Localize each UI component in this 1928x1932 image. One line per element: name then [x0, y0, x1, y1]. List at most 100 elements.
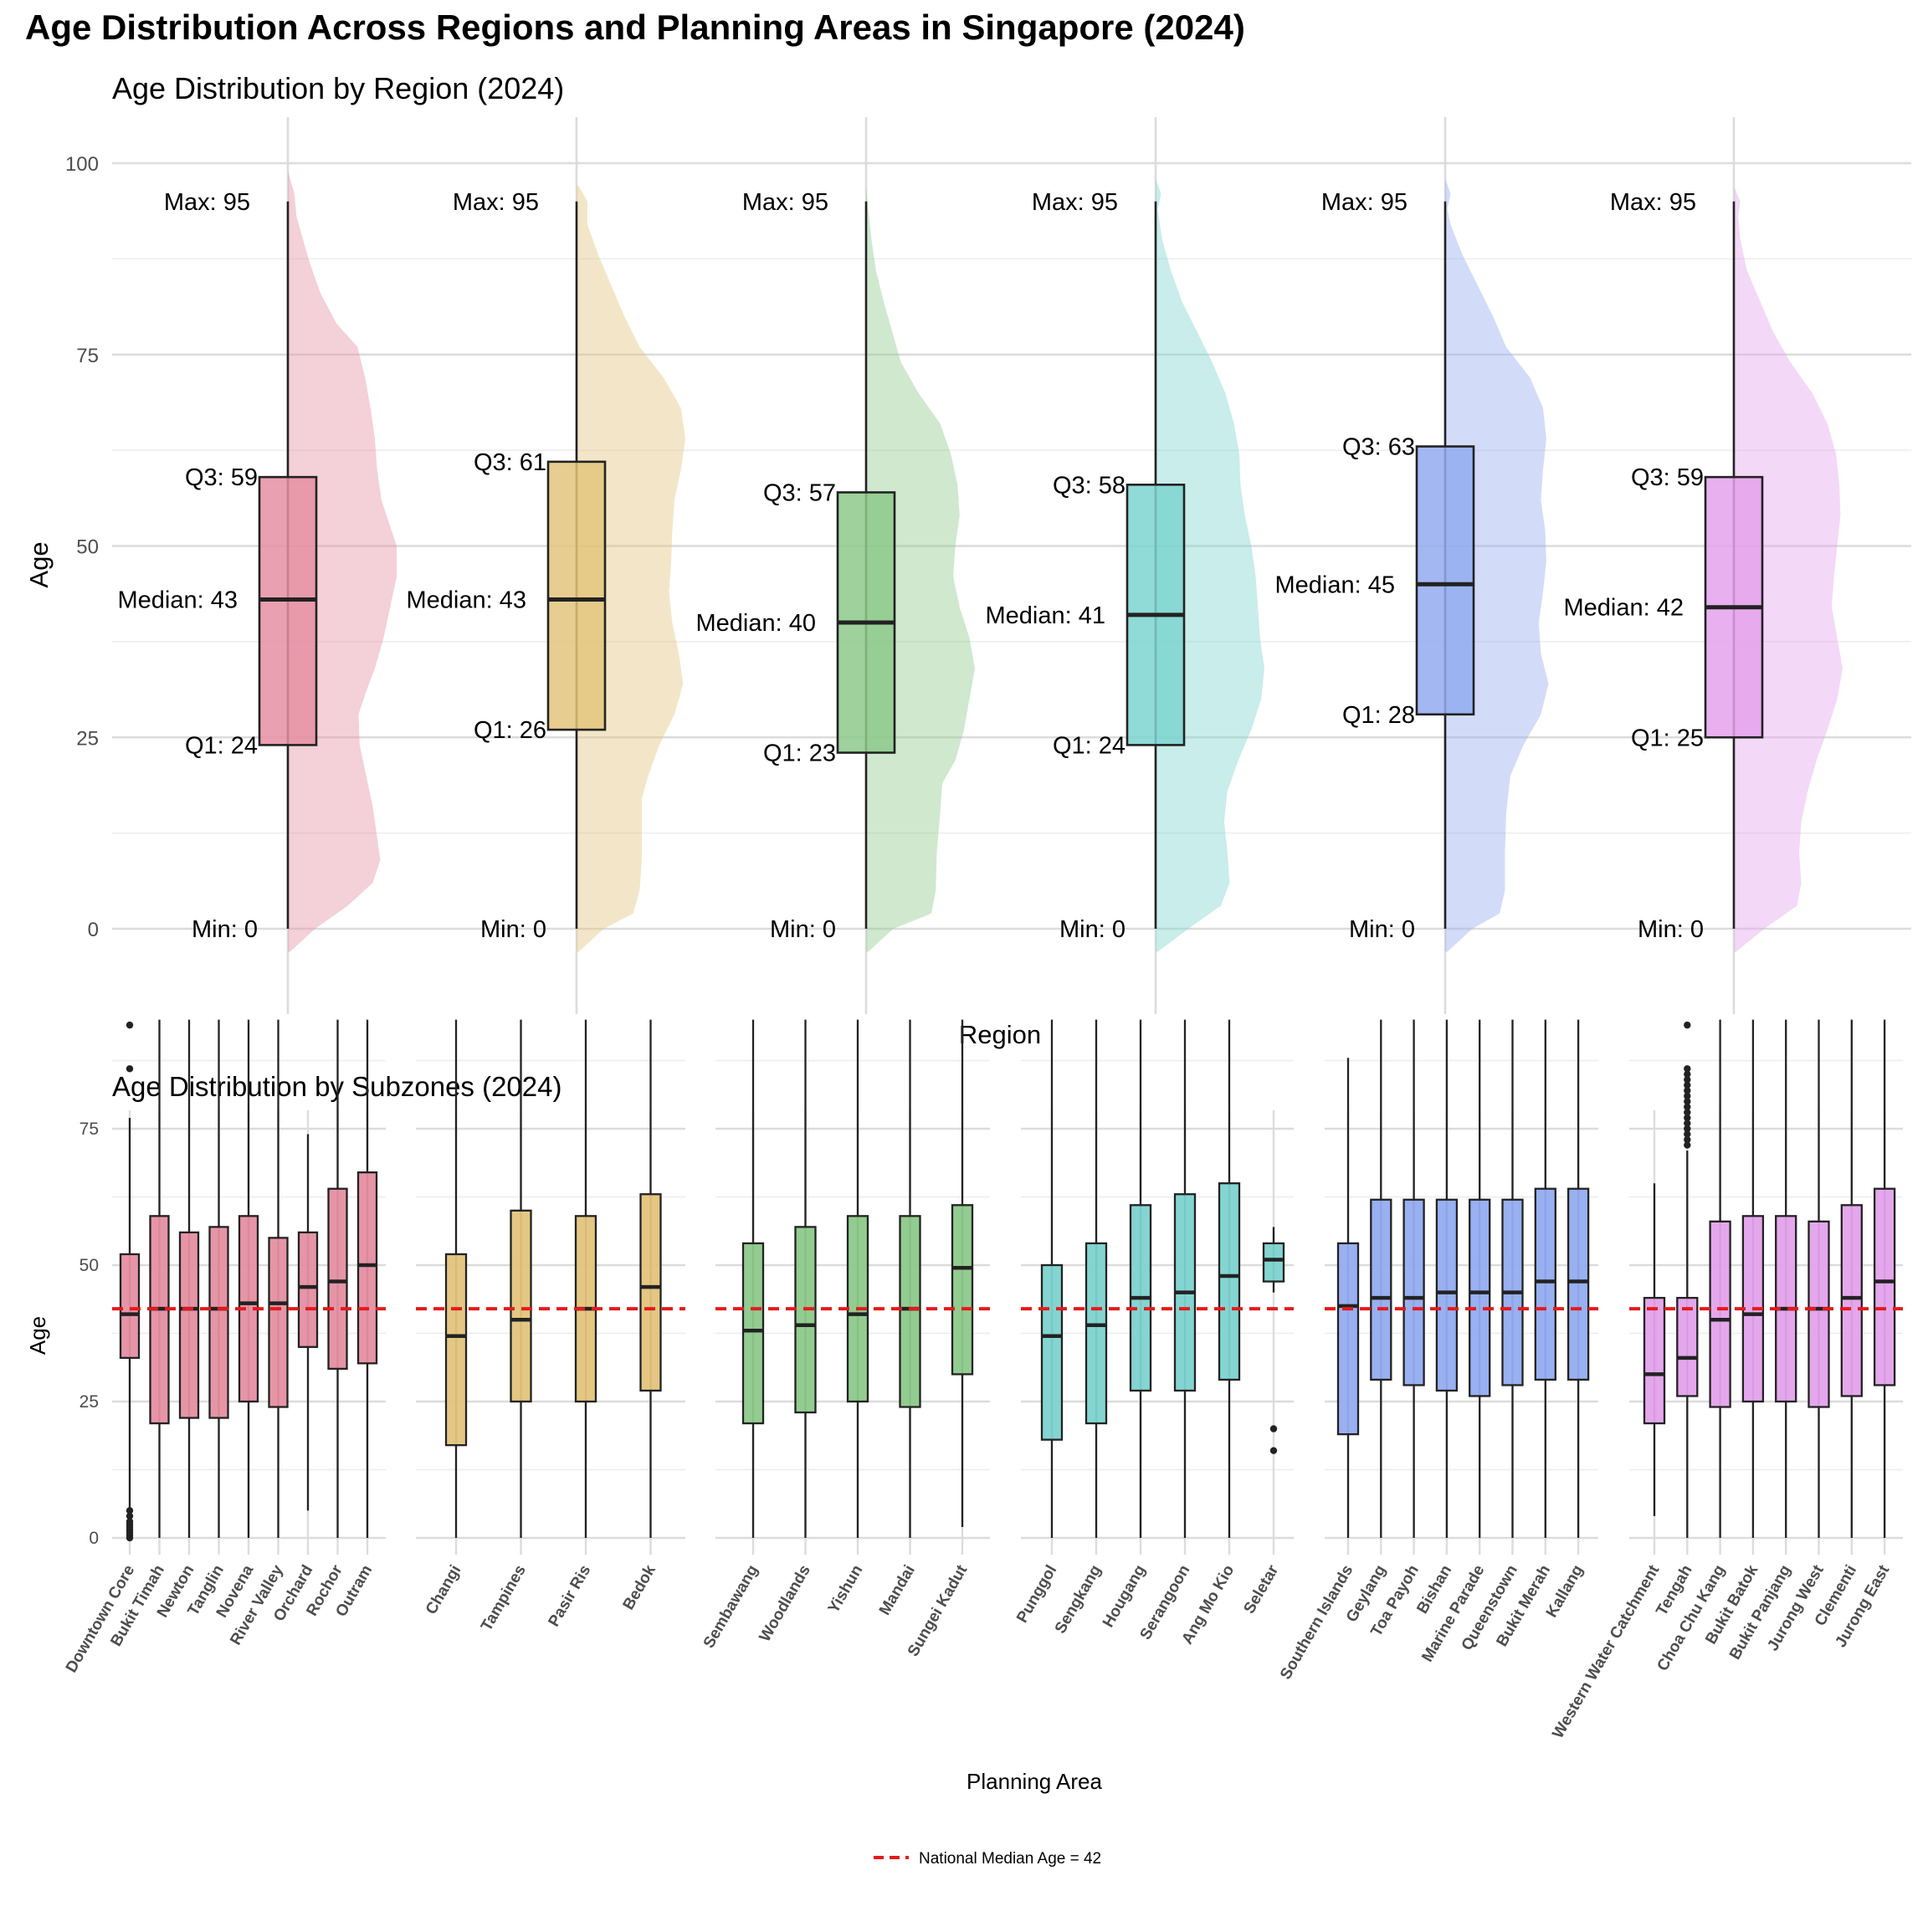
subzone-box [1370, 1198, 1392, 1381]
subzone-box [1840, 1204, 1863, 1397]
subzone-outlier [1684, 1114, 1691, 1122]
subzone-box [297, 1231, 319, 1348]
subzone-outlier [126, 1518, 134, 1525]
subzone-outlier [1684, 1130, 1691, 1138]
subzone-box [1643, 1296, 1666, 1425]
subzone-box [794, 1226, 817, 1414]
subzone-outlier [1684, 1021, 1691, 1029]
region-q3-label: Q3: 59 [185, 464, 258, 491]
subzone-box [119, 1253, 141, 1359]
subzone-outlier [1684, 1092, 1691, 1100]
subzone-box [951, 1204, 974, 1376]
region-density-shape [866, 186, 975, 952]
region-min-label: Min: 0 [192, 916, 258, 943]
subzone-y-axis-title: Age [25, 1316, 50, 1355]
subzone-box [268, 1237, 289, 1408]
region-y-tick-label: 100 [65, 153, 99, 176]
region-y-axis-title: Age [24, 541, 54, 587]
region-q1-label: Q1: 23 [763, 741, 836, 767]
subzone-outlier [1269, 1447, 1278, 1454]
region-y-tick-label: 0 [88, 919, 99, 941]
region-median-label: Median: 42 [1564, 595, 1684, 622]
region-max-label: Max: 95 [164, 189, 250, 216]
subzone-y-tick-label: 75 [79, 1120, 99, 1139]
legend: National Median Age = 42 [874, 1850, 1101, 1868]
subzone-outlier [1684, 1065, 1691, 1073]
subzone-outlier [1684, 1103, 1691, 1111]
region-group: Max: 95 Q3: 59 Median: 43 Q1: 24 Min: 0 [118, 171, 397, 952]
region-y-tick-label: 25 [76, 727, 99, 750]
subzone-box [1262, 1242, 1285, 1283]
region-max-label: Max: 95 [1032, 189, 1118, 216]
subzone-outlier [1684, 1135, 1691, 1144]
region-q1-label: Q1: 28 [1342, 702, 1415, 729]
region-density-shape [1445, 178, 1549, 952]
subzone-box [741, 1242, 765, 1425]
subzone-outlier [126, 1507, 134, 1514]
subzone-box [1040, 1263, 1064, 1441]
region-q1-label: Q1: 24 [1053, 732, 1126, 759]
subzone-y-tick-label: 50 [79, 1256, 99, 1275]
region-min-label: Min: 0 [1638, 916, 1704, 943]
region-density-shape [1734, 186, 1843, 952]
subzone-box [1218, 1182, 1241, 1381]
region-q3-label: Q3: 61 [474, 449, 546, 476]
subzone-outlier [1684, 1141, 1691, 1149]
subzone-outlier [1684, 1098, 1691, 1105]
region-box [546, 460, 607, 731]
region-median-label: Median: 45 [1275, 571, 1396, 598]
subzone-box [208, 1226, 229, 1419]
region-box [258, 475, 318, 746]
region-q3-label: Q3: 59 [1631, 464, 1704, 491]
subzone-outlier [126, 1021, 134, 1029]
region-group: Max: 95 Q3: 57 Median: 40 Q1: 23 Min: 0 [696, 186, 975, 952]
region-group: Max: 95 Q3: 58 Median: 41 Q1: 24 Min: 0 [986, 178, 1264, 952]
subzone-box [1709, 1220, 1731, 1408]
subzone-box [1084, 1242, 1108, 1425]
subzone-box [1435, 1198, 1459, 1392]
subzone-outlier [126, 1065, 134, 1073]
main-title: Age Distribution Across Regions and Plan… [25, 8, 1245, 47]
region-density-shape [577, 186, 685, 952]
subzone-box [639, 1193, 662, 1392]
region-group: Max: 95 Q3: 63 Median: 45 Q1: 28 Min: 0 [1275, 178, 1549, 952]
subzone-box [1534, 1187, 1556, 1381]
region-q3-label: Q3: 57 [763, 479, 836, 506]
subzone-box [1469, 1198, 1491, 1397]
region-density-shape [288, 171, 397, 952]
region-density-shape [1156, 178, 1264, 952]
subzone-outlier [1269, 1425, 1278, 1432]
region-q3-label: Q3: 58 [1053, 472, 1126, 499]
subzone-box [178, 1231, 200, 1419]
subzone-box [327, 1187, 348, 1371]
region-median-label: Median: 41 [986, 602, 1106, 629]
subzone-x-axis-title: Planning Area [967, 1769, 1102, 1794]
subzone-outlier [1684, 1081, 1691, 1089]
subzone-outlier [1684, 1120, 1691, 1127]
region-violin-panel: 0 25 50 75 100 Max: 95 Q3: 59 Median: 43 Q1: 24 M… [65, 117, 1911, 1014]
region-q1-label: Q1: 25 [1631, 725, 1704, 751]
subzone-box [1808, 1220, 1830, 1408]
region-panel-title: Age Distribution by Region (2024) [112, 71, 564, 105]
subzone-outlier [1684, 1070, 1691, 1079]
region-max-label: Max: 95 [1610, 189, 1696, 216]
region-y-tick-label: 50 [76, 536, 99, 559]
subzone-box [1676, 1296, 1699, 1397]
subzone-outlier [1684, 1125, 1691, 1133]
region-median-label: Median: 40 [696, 610, 817, 637]
region-median-label: Median: 43 [407, 587, 527, 614]
region-group: Max: 95 Q3: 59 Median: 42 Q1: 25 Min: 0 [1564, 186, 1843, 952]
subzone-y-tick-label: 25 [79, 1392, 99, 1412]
subzone-box [1566, 1187, 1590, 1381]
subzone-outlier [1684, 1109, 1691, 1116]
region-median-label: Median: 43 [118, 587, 238, 614]
region-y-tick-label: 75 [76, 345, 99, 367]
subzone-box [899, 1215, 921, 1408]
region-q1-label: Q1: 26 [474, 717, 546, 744]
subzone-outlier [1684, 1087, 1691, 1094]
region-min-label: Min: 0 [480, 916, 546, 943]
legend-label-national-median: National Median Age = 42 [919, 1850, 1101, 1868]
